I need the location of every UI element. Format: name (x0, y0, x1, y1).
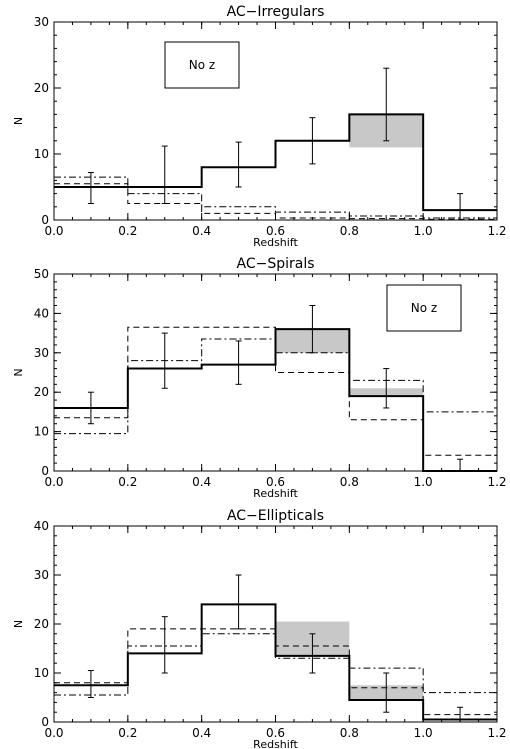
plot-frame (53, 21, 498, 221)
error-bar-4 (309, 117, 316, 165)
series-solid-line (54, 603, 497, 721)
x-tick-label: 0.6 (266, 224, 285, 238)
y-tick-label: 20 (34, 81, 49, 95)
no-z-label: No z (411, 301, 437, 315)
error-bar-1 (87, 391, 94, 425)
x-tick-label: 1.0 (414, 726, 433, 740)
x-axis-label: Redshift (253, 236, 298, 249)
error-bar-4 (309, 305, 316, 354)
x-tick-label: 1.0 (414, 475, 433, 489)
x-tick-label: 0.8 (340, 726, 359, 740)
series-dashdot-line (54, 176, 497, 219)
x-tick-label: 1.2 (487, 726, 506, 740)
no-z-box (164, 41, 240, 89)
x-tick-label: 0.8 (340, 475, 359, 489)
error-bar-2 (161, 616, 168, 674)
error-bar-1 (87, 670, 94, 698)
x-tick-label: 0.4 (192, 224, 211, 238)
error-bar-2 (161, 332, 168, 389)
x-tick-label: 0.2 (118, 224, 137, 238)
error-bar-3 (235, 141, 242, 188)
y-tick-label: 0 (41, 213, 49, 227)
x-tick-label: 1.2 (487, 475, 506, 489)
error-bar-3 (235, 340, 242, 385)
error-bar-5 (383, 67, 390, 142)
chart-title: AC−Spirals (236, 256, 314, 272)
y-tick-label: 40 (34, 519, 49, 533)
no-z-box (386, 284, 462, 332)
y-axis-label: N (12, 368, 25, 376)
no-z-label: No z (189, 58, 215, 72)
x-axis-label: Redshift (253, 487, 298, 500)
y-tick-label: 0 (41, 464, 49, 478)
error-bar-6 (457, 193, 464, 221)
x-tick-label: 0.0 (44, 475, 63, 489)
x-tick-label: 0.2 (118, 475, 137, 489)
x-tick-label: 0.8 (340, 224, 359, 238)
error-bar-5 (383, 368, 390, 409)
x-tick-label: 1.0 (414, 224, 433, 238)
y-tick-label: 50 (34, 267, 49, 281)
y-tick-label: 30 (34, 568, 49, 582)
error-bar-1 (87, 171, 94, 204)
x-tick-label: 0.6 (266, 726, 285, 740)
y-tick-label: 0 (41, 715, 49, 729)
x-tick-label: 0.2 (118, 726, 137, 740)
chart-title: AC−Ellipticals (227, 508, 324, 524)
x-tick-label: 0.4 (192, 475, 211, 489)
error-bar-4 (309, 633, 316, 674)
error-bar-5 (383, 672, 390, 713)
error-bar-3 (235, 574, 242, 630)
x-tick-label: 0.0 (44, 726, 63, 740)
series-dashdot-line (54, 338, 497, 435)
x-tick-label: 0.6 (266, 475, 285, 489)
x-axis-label: Redshift (253, 738, 298, 749)
error-bar-2 (161, 145, 168, 204)
y-tick-label: 30 (34, 15, 49, 29)
y-tick-label: 30 (34, 346, 49, 360)
y-tick-label: 10 (34, 147, 49, 161)
y-tick-label: 20 (34, 385, 49, 399)
y-axis-label: N (12, 620, 25, 628)
x-tick-label: 1.2 (487, 224, 506, 238)
y-tick-label: 10 (34, 425, 49, 439)
x-tick-label: 0.4 (192, 726, 211, 740)
chart-panel-3: 0.0 0.2 0.4 0.6 0.8 1.0 1.2 0 10 20 30 40 AC−Ellipti… (12, 284, 507, 749)
x-tick-label: 0.0 (44, 224, 63, 238)
series-solid-line (54, 113, 497, 212)
series-dashed-line (54, 326, 497, 456)
y-tick-label: 10 (34, 666, 49, 680)
y-axis-label: N (12, 117, 25, 125)
y-tick-label: 40 (34, 306, 49, 320)
chart-title: AC−Irregulars (227, 4, 325, 20)
series-dashdot-line (54, 633, 497, 696)
y-tick-label: 20 (34, 617, 49, 631)
chart-panel-1: 0.0 0.2 0.4 0.6 0.8 1.0 1.2 0 10 20 30 AC−Irregular… (12, 4, 507, 249)
